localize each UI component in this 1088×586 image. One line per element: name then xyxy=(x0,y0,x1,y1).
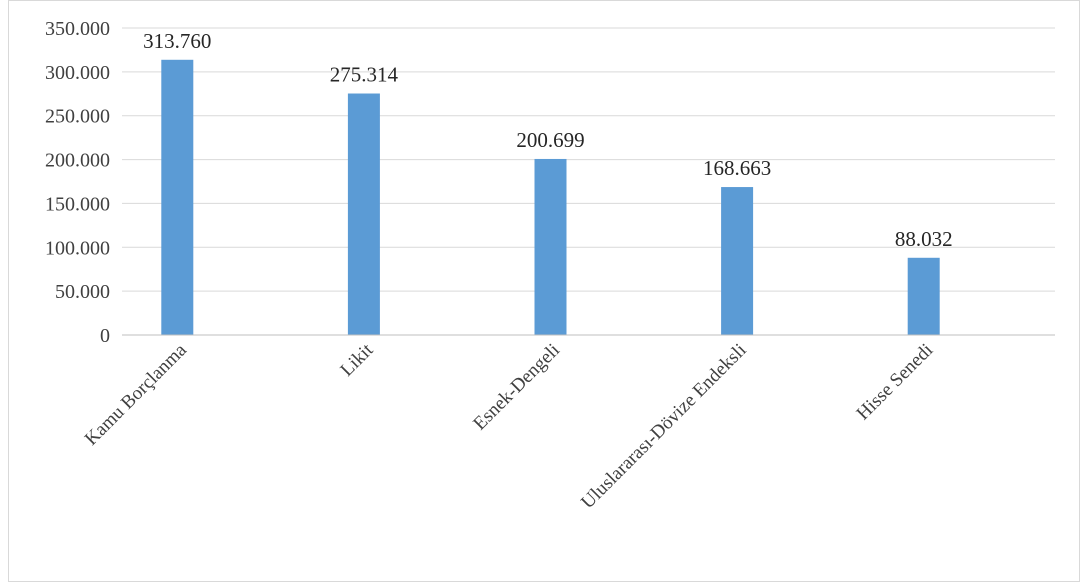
data-labels: 313.760 275.314 200.699 168.663 88.032 xyxy=(143,29,952,251)
data-label: 275.314 xyxy=(330,63,399,87)
category-label: Esnek-Dengeli xyxy=(469,340,564,435)
bar xyxy=(347,93,380,336)
data-label: 313.760 xyxy=(143,29,211,53)
gridlines xyxy=(122,27,1055,292)
category-labels: Kamu Borçlanma Likit Esnek-Dengeli Uluslara… xyxy=(81,339,937,513)
y-tick-label: 0 xyxy=(100,325,110,347)
y-tick-label: 300.000 xyxy=(45,62,110,84)
data-label: 200.699 xyxy=(516,128,584,152)
bar xyxy=(161,59,194,335)
bar xyxy=(907,257,940,335)
category-label: Kamu Borçlanma xyxy=(81,339,191,449)
y-tick-label: 200.000 xyxy=(45,150,110,172)
category-label: Uluslararası-Dövize Endeksli xyxy=(577,340,750,513)
bar xyxy=(534,158,567,335)
y-tick-label: 250.000 xyxy=(45,106,110,128)
y-tick-label: 50.000 xyxy=(55,281,110,303)
y-tick-label: 150.000 xyxy=(45,193,110,215)
y-axis-ticks: 0 50.000 100.000 150.000 200.000 250.000 300.0… xyxy=(45,18,110,347)
bars xyxy=(161,59,940,336)
category-label: Hisse Senedi xyxy=(853,340,938,425)
category-label: Likit xyxy=(336,339,377,380)
y-tick-label: 350.000 xyxy=(45,18,110,40)
y-tick-label: 100.000 xyxy=(45,237,110,259)
bar xyxy=(721,187,754,335)
data-label: 88.032 xyxy=(895,227,953,251)
data-label: 168.663 xyxy=(703,156,771,180)
